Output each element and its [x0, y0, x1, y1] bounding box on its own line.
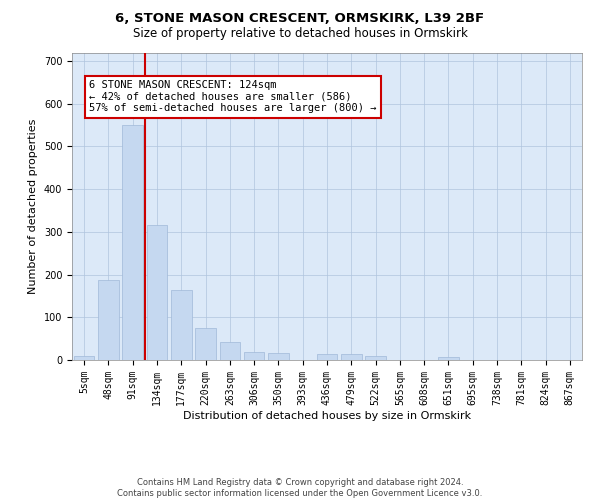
Bar [244, 352, 265, 360]
Bar [268, 352, 289, 360]
Bar [74, 356, 94, 360]
Bar [98, 280, 119, 360]
Bar [317, 354, 337, 360]
Bar [122, 125, 143, 360]
X-axis label: Distribution of detached houses by size in Ormskirk: Distribution of detached houses by size … [183, 410, 471, 420]
Bar [341, 354, 362, 360]
Text: 6 STONE MASON CRESCENT: 124sqm
← 42% of detached houses are smaller (586)
57% of: 6 STONE MASON CRESCENT: 124sqm ← 42% of … [89, 80, 377, 114]
Bar [220, 342, 240, 360]
Text: 6, STONE MASON CRESCENT, ORMSKIRK, L39 2BF: 6, STONE MASON CRESCENT, ORMSKIRK, L39 2… [115, 12, 485, 26]
Bar [195, 328, 216, 360]
Bar [171, 290, 191, 360]
Y-axis label: Number of detached properties: Number of detached properties [28, 118, 38, 294]
Text: Contains HM Land Registry data © Crown copyright and database right 2024.
Contai: Contains HM Land Registry data © Crown c… [118, 478, 482, 498]
Text: Size of property relative to detached houses in Ormskirk: Size of property relative to detached ho… [133, 28, 467, 40]
Bar [438, 356, 459, 360]
Bar [146, 226, 167, 360]
Bar [365, 356, 386, 360]
